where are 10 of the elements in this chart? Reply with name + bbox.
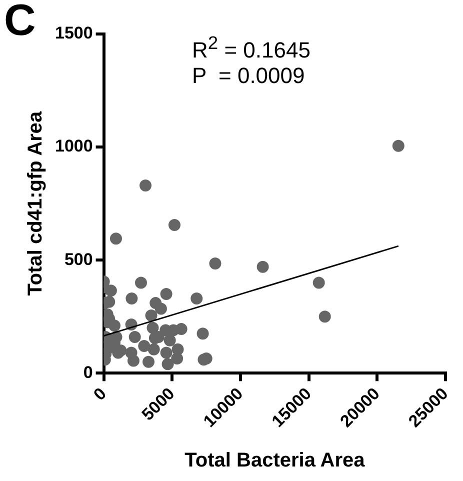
y-tick-label: 1000 bbox=[54, 136, 93, 156]
y-tick-label: 500 bbox=[64, 250, 93, 269]
x-axis-title: Total Bacteria Area bbox=[184, 450, 366, 472]
annotation: P = 0.0009 bbox=[192, 63, 306, 90]
annotation: R$^{2}$ = 0.1645 bbox=[192, 31, 310, 64]
chart-title: C bbox=[4, 0, 36, 46]
y-tick-label: 1500 bbox=[54, 24, 93, 43]
x-tick-label: 0 bbox=[90, 384, 110, 404]
y-axis-title: Total cd41:gfp Area bbox=[24, 110, 47, 296]
y-tick-label: 0 bbox=[83, 362, 93, 382]
